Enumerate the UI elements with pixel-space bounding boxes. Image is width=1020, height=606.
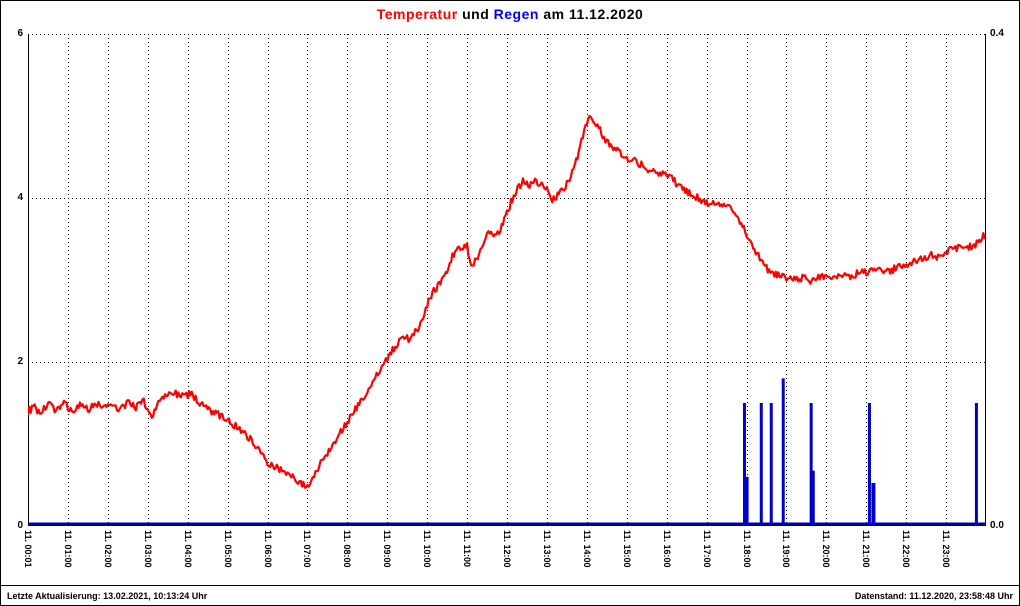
rain-bar [769,403,773,525]
rain-bar [809,403,813,525]
rain-bar [974,403,978,525]
x-tick-label: 11. 09:00 [382,530,393,568]
y-left-tick-label: 2 [17,356,23,367]
footer-data-state: Datenstand: 11.12.2020, 23:58:48 Uhr [854,590,1013,601]
x-tick-label: 11. 06:00 [262,530,273,568]
title-regen: Regen [493,6,539,22]
rain-bar [810,470,815,525]
footer-bar: Letzte Aktualisierung: 13.02.2021, 10:13… [1,585,1019,605]
x-tick-label: 11. 04:00 [182,530,193,568]
y-left-tick-label: 0 [17,520,23,531]
x-tick-label: 11. 19:00 [781,530,792,568]
plot-area [28,34,986,526]
x-tick-label: 11. 03:00 [142,530,153,568]
rain-bar [759,403,763,525]
x-tick-label: 11. 11:00 [462,530,473,568]
y-right-tick-label: 0.4 [990,28,1004,39]
rain-bar [743,476,749,525]
x-tick-label: 11. 08:00 [342,530,353,568]
x-tick-label: 11. 01:00 [62,530,73,568]
x-tick-label: 11. 17:00 [701,530,712,568]
x-tick-label: 11. 22:00 [901,530,912,568]
rain-bar [781,378,785,525]
x-tick-label: 11. 07:00 [302,530,313,568]
x-tick-label: 11. 00:01 [23,530,33,568]
x-tick-label: 11. 13:00 [541,530,552,568]
x-tick-label: 11. 15:00 [621,530,632,568]
y-left-tick-label: 4 [17,192,23,203]
temperature-line [28,114,986,489]
x-tick-label: 11. 20:00 [821,530,832,568]
x-tick-label: 11. 12:00 [502,530,512,568]
x-tick-label: 11. 18:00 [741,530,752,568]
x-tick-label: 11. 14:00 [581,530,592,568]
x-tick-label: 11. 21:00 [861,530,872,568]
title-temperatur: Temperatur [376,6,458,22]
chart-title: Temperatur und Regen am 11.12.2020 [1,6,1019,22]
rain-bar [743,403,747,525]
rain-bar [871,482,876,525]
x-tick-label: 11. 23:00 [941,530,952,568]
x-tick-label: 11. 05:00 [222,530,233,568]
title-date: am 11.12.2020 [538,6,644,22]
x-tick-label: 11. 10:00 [422,530,433,568]
title-und: und [457,6,494,22]
rain-bar [867,403,871,525]
x-tick-label: 11. 02:00 [102,530,113,568]
rain-baseline [28,522,986,526]
footer-last-update: Letzte Aktualisierung: 13.02.2021, 10:13… [7,590,208,601]
y-right-tick-label: 0.0 [990,520,1004,531]
y-left-tick-label: 6 [17,28,23,39]
x-tick-label: 11. 16:00 [661,530,672,568]
